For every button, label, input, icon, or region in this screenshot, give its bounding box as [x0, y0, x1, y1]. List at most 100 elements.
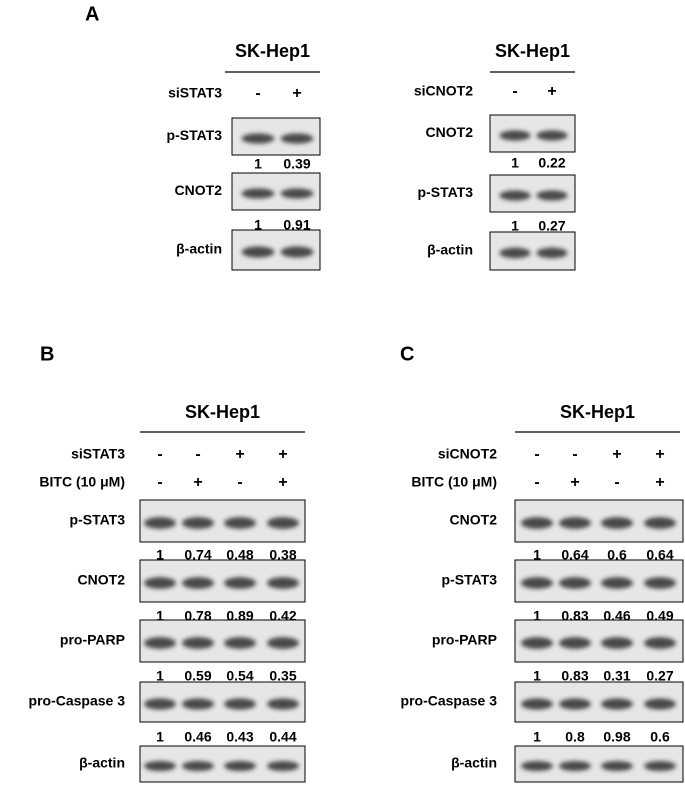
- quant-value: 1: [533, 729, 541, 745]
- band: [182, 517, 214, 529]
- lane-sign: -: [534, 446, 539, 463]
- quant-value: 1: [156, 668, 164, 684]
- lane-sign: +: [612, 446, 621, 463]
- protein-label: p-STAT3: [167, 127, 223, 143]
- protein-label: p-STAT3: [418, 184, 474, 200]
- band: [280, 133, 314, 144]
- band: [241, 246, 275, 258]
- treatment-name: BITC (10 μM): [39, 474, 125, 490]
- lane-sign: +: [655, 474, 664, 491]
- protein-label: pro-Caspase 3: [401, 693, 498, 709]
- quant-value: 0.54: [226, 668, 253, 684]
- treatment-name: siCNOT2: [414, 83, 473, 99]
- quant-value: 0.98: [603, 729, 630, 745]
- lane-sign: +: [193, 474, 202, 491]
- lane-sign: +: [278, 446, 287, 463]
- protein-label: pro-PARP: [60, 632, 125, 648]
- band: [521, 577, 553, 589]
- band: [267, 577, 299, 589]
- band: [644, 760, 676, 772]
- band: [144, 577, 176, 589]
- lane-sign: +: [547, 83, 556, 100]
- band: [182, 577, 214, 589]
- quant-value: 0.38: [269, 547, 296, 563]
- cell-line: SK-Hep1: [560, 402, 635, 422]
- protein-label: β-actin: [427, 242, 473, 258]
- cell-line: SK-Hep1: [185, 402, 260, 422]
- band: [601, 698, 633, 710]
- quant-value: 1: [254, 217, 262, 233]
- protein-label: p-STAT3: [70, 512, 126, 528]
- panel-label: A: [85, 3, 99, 25]
- lane-sign: -: [572, 446, 577, 463]
- band: [536, 190, 568, 201]
- band: [144, 637, 176, 649]
- lane-sign: -: [614, 474, 619, 491]
- protein-label: pro-PARP: [432, 632, 497, 648]
- lane-sign: +: [655, 446, 664, 463]
- band: [521, 760, 553, 772]
- quant-value: 1: [533, 547, 541, 563]
- quant-value: 0.59: [184, 668, 211, 684]
- lane-sign: -: [512, 83, 517, 100]
- band: [144, 517, 176, 529]
- quant-value: 0.91: [283, 217, 310, 233]
- lane-sign: -: [157, 474, 162, 491]
- quant-value: 0.8: [565, 729, 585, 745]
- quant-value: 1: [511, 218, 519, 234]
- band: [267, 517, 299, 529]
- band: [144, 698, 176, 710]
- quant-value: 1: [156, 547, 164, 563]
- quant-value: 1: [156, 608, 164, 624]
- protein-label: CNOT2: [175, 182, 223, 198]
- band: [644, 517, 676, 529]
- band: [224, 698, 256, 710]
- treatment-name: siSTAT3: [168, 85, 222, 101]
- protein-label: pro-Caspase 3: [29, 693, 126, 709]
- band: [267, 760, 299, 772]
- treatment-name: siSTAT3: [71, 446, 125, 462]
- quant-value: 0.39: [283, 156, 310, 172]
- cell-line: SK-Hep1: [235, 41, 310, 61]
- quant-value: 0.46: [184, 729, 211, 745]
- band: [644, 577, 676, 589]
- band: [601, 517, 633, 529]
- panel-label: B: [40, 343, 54, 365]
- protein-label: CNOT2: [426, 124, 474, 140]
- protein-label: β-actin: [79, 755, 125, 771]
- quant-value: 0.44: [269, 729, 296, 745]
- quant-value: 0.35: [269, 668, 296, 684]
- protein-label: p-STAT3: [442, 572, 498, 588]
- band: [601, 577, 633, 589]
- quant-value: 0.31: [603, 668, 630, 684]
- band: [559, 577, 591, 589]
- quant-value: 0.74: [184, 547, 211, 563]
- treatment-name: BITC (10 μM): [411, 474, 497, 490]
- panel-label: C: [400, 343, 414, 365]
- quant-value: 0.48: [226, 547, 253, 563]
- band: [499, 190, 531, 201]
- band: [601, 637, 633, 649]
- lane-sign: +: [570, 474, 579, 491]
- protein-label: CNOT2: [78, 572, 126, 588]
- protein-label: β-actin: [176, 241, 222, 257]
- quant-value: 0.27: [646, 668, 673, 684]
- lane-sign: -: [237, 474, 242, 491]
- quant-value: 0.64: [646, 547, 673, 563]
- band: [644, 637, 676, 649]
- band: [182, 698, 214, 710]
- quant-value: 0.43: [226, 729, 253, 745]
- band: [224, 577, 256, 589]
- band: [267, 698, 299, 710]
- band: [182, 637, 214, 649]
- band: [644, 698, 676, 710]
- band: [241, 188, 275, 199]
- quant-value: 1: [533, 608, 541, 624]
- band: [536, 247, 568, 259]
- lane-sign: +: [292, 85, 301, 102]
- quant-value: 0.6: [650, 729, 670, 745]
- band: [224, 517, 256, 529]
- band: [601, 760, 633, 772]
- band: [499, 247, 531, 259]
